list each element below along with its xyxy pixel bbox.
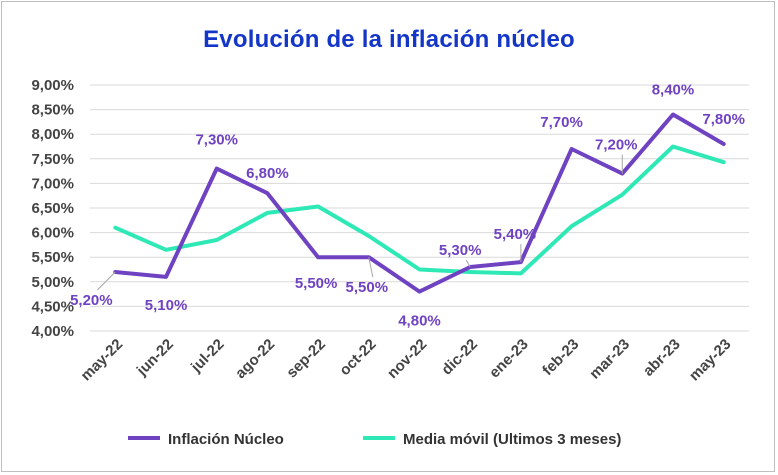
data-labels: 5,20% 5,10% 7,30% 6,80% 5,50% 5,50% 4,80% 5,30%… (70, 82, 745, 330)
x-tick-label: oct-22 (336, 336, 379, 379)
y-axis-ticks: 4,00% 4,50% 5,00% 5,50% 6,00% 6,50% 7,00% 7,50%… (31, 77, 74, 340)
y-tick-label: 4,50% (31, 298, 74, 315)
x-axis-ticks: may-22 jun-22 jul-22 ago-22 sep-22 oct-22 nov-… (78, 336, 735, 385)
x-tick-label: nov-22 (384, 336, 430, 382)
x-tick-label: dic-22 (438, 336, 481, 379)
data-label: 7,70% (540, 114, 583, 131)
legend-label: Media móvil (Ultimos 3 meses) (403, 431, 621, 448)
series-lines (113, 112, 726, 294)
data-label: 7,30% (195, 132, 238, 149)
y-tick-label: 7,50% (31, 151, 74, 168)
chart-title: Evolución de la inflación núcleo (203, 26, 575, 53)
series-line-inflacion-nucleo (113, 112, 726, 294)
y-tick-label: 8,50% (31, 102, 74, 119)
data-label: 5,20% (70, 292, 113, 309)
y-tick-label: 6,50% (31, 200, 74, 217)
legend-label: Inflación Núcleo (168, 431, 284, 448)
leader-line (368, 257, 374, 278)
data-label: 5,10% (145, 297, 188, 314)
x-tick-label: may-22 (78, 336, 127, 385)
y-tick-label: 4,00% (31, 323, 74, 340)
data-label: 8,40% (652, 82, 695, 99)
x-tick-label: jul-22 (187, 336, 227, 376)
data-label: 5,30% (439, 242, 482, 259)
x-tick-label: feb-23 (539, 336, 582, 379)
x-tick-label: mar-23 (586, 336, 633, 383)
legend: Inflación Núcleo Media móvil (Ultimos 3 m… (128, 431, 621, 448)
data-label: 7,80% (702, 111, 745, 128)
x-tick-label: jun-22 (133, 336, 177, 380)
gridlines (90, 84, 749, 332)
data-label: 7,20% (595, 137, 638, 154)
y-tick-label: 6,00% (31, 225, 74, 242)
x-tick-label: abr-23 (640, 336, 684, 380)
y-tick-label: 5,50% (31, 249, 74, 266)
leader-line (465, 259, 471, 268)
data-label: 5,50% (295, 275, 338, 292)
x-tick-label: ago-22 (232, 336, 278, 382)
data-label: 4,80% (398, 313, 441, 330)
y-tick-label: 9,00% (31, 77, 74, 94)
y-tick-label: 5,00% (31, 274, 74, 291)
x-tick-label: ene-23 (486, 336, 532, 382)
data-label: 5,40% (494, 226, 537, 243)
y-tick-label: 8,00% (31, 126, 74, 143)
x-tick-label: sep-22 (283, 336, 329, 382)
x-tick-label: may-23 (686, 336, 735, 385)
label-leader-lines (96, 154, 623, 291)
data-label: 6,80% (246, 165, 289, 182)
y-tick-label: 7,00% (31, 175, 74, 192)
series-line-media-movil (113, 144, 726, 276)
leader-line (96, 271, 116, 291)
data-label: 5,50% (346, 279, 389, 296)
